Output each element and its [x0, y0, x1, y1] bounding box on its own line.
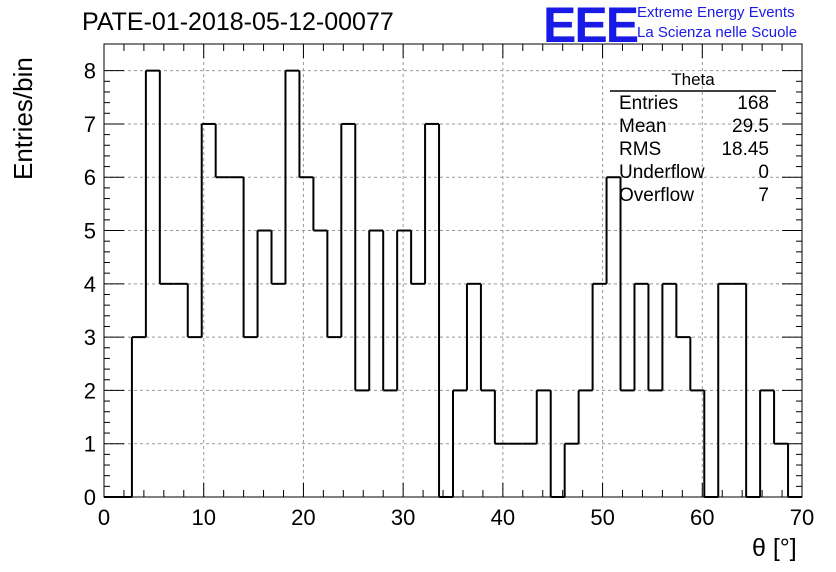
stats-value: 0 — [758, 162, 769, 183]
x-tick-label: 10 — [191, 505, 215, 530]
stats-row-mean: Mean 29.5 — [619, 116, 769, 138]
stats-row-underflow: Underflow 0 — [619, 162, 769, 184]
stats-title: Theta — [671, 70, 715, 89]
stats-label: Mean — [619, 116, 667, 137]
y-tick-label: 7 — [84, 112, 96, 137]
x-tick-label: 40 — [491, 505, 515, 530]
y-tick-label: 8 — [84, 59, 96, 84]
stats-label: RMS — [619, 139, 662, 160]
x-tick-label: 0 — [98, 505, 110, 530]
y-tick-label: 1 — [84, 432, 96, 457]
stats-row-rms: RMS 18.45 — [619, 139, 769, 161]
x-tick-label: 20 — [291, 505, 315, 530]
eee-logo: EEE — [543, 0, 639, 53]
stats-label: Overflow — [619, 185, 694, 206]
stats-row-entries: Entries 168 — [619, 93, 769, 115]
y-tick-label: 5 — [84, 219, 96, 244]
logo-line-1: Extreme Energy Events — [637, 4, 795, 21]
x-tick-label: 70 — [790, 505, 814, 530]
x-axis-label: θ [°] — [752, 534, 797, 562]
logo-line-2: La Scienza nelle Scuole — [637, 24, 798, 41]
y-tick-label: 0 — [84, 485, 96, 510]
stats-value: 29.5 — [732, 116, 769, 137]
stats-label: Underflow — [619, 162, 705, 183]
x-tick-label: 30 — [391, 505, 415, 530]
stats-label: Entries — [619, 93, 679, 114]
x-tick-label: 50 — [590, 505, 614, 530]
stats-row-overflow: Overflow 7 — [619, 185, 769, 207]
y-tick-label: 4 — [84, 272, 96, 297]
x-tick-label: 60 — [690, 505, 714, 530]
stats-value: 168 — [737, 93, 769, 114]
stats-value: 18.45 — [721, 139, 769, 160]
stats-value: 7 — [758, 185, 769, 206]
y-tick-label: 2 — [84, 378, 96, 403]
y-axis-label: Entries/bin — [8, 57, 38, 180]
y-tick-label: 6 — [84, 165, 96, 190]
y-tick-label: 3 — [84, 325, 96, 350]
chart-title: PATE-01-2018-05-12-00077 — [82, 8, 394, 36]
